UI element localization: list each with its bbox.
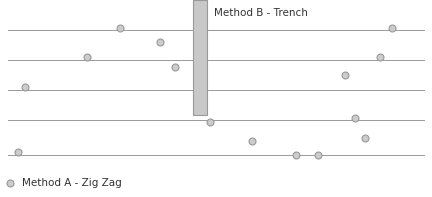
Bar bbox=[193, 0, 207, 115]
Text: Method A - Zig Zag: Method A - Zig Zag bbox=[22, 178, 122, 188]
Text: Method B - Trench: Method B - Trench bbox=[214, 8, 308, 18]
